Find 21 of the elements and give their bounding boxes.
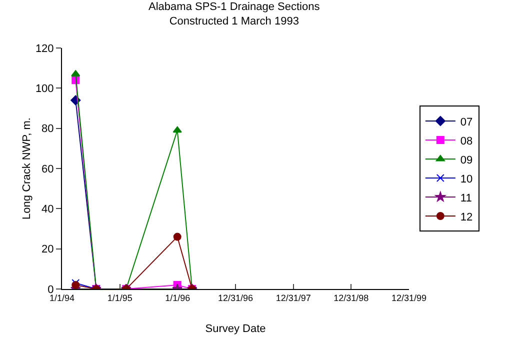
chart-title: Alabama SPS-1 Drainage Sections Constructed 1 March 1993 <box>148 1 320 28</box>
x-axis-title: Survey Date <box>205 323 266 335</box>
x-tick-label: 12/31/99 <box>391 292 427 303</box>
y-tick-label: 40 <box>42 204 54 216</box>
y-tick-label: 120 <box>35 42 54 55</box>
legend-label: 12 <box>460 211 473 224</box>
y-tick-label: 20 <box>42 244 54 256</box>
x-tick-label: 1/1/95 <box>107 292 132 303</box>
legend-label: 07 <box>460 116 473 128</box>
y-axis-title: Long Crack NWP, m. <box>21 118 33 220</box>
x-tick-label: 12/31/97 <box>276 292 311 303</box>
y-tick-label: 100 <box>35 83 54 96</box>
y-tick-label: 80 <box>42 123 54 136</box>
legend-label: 10 <box>460 173 473 186</box>
x-tick-label: 1/1/96 <box>165 292 190 303</box>
legend-label: 08 <box>460 135 473 148</box>
y-tick-label: 60 <box>42 163 54 176</box>
legend-label: 09 <box>460 154 473 166</box>
x-tick-label: 12/31/98 <box>334 292 369 303</box>
legend-label: 11 <box>460 192 472 204</box>
x-tick-label: 12/31/96 <box>218 292 254 303</box>
